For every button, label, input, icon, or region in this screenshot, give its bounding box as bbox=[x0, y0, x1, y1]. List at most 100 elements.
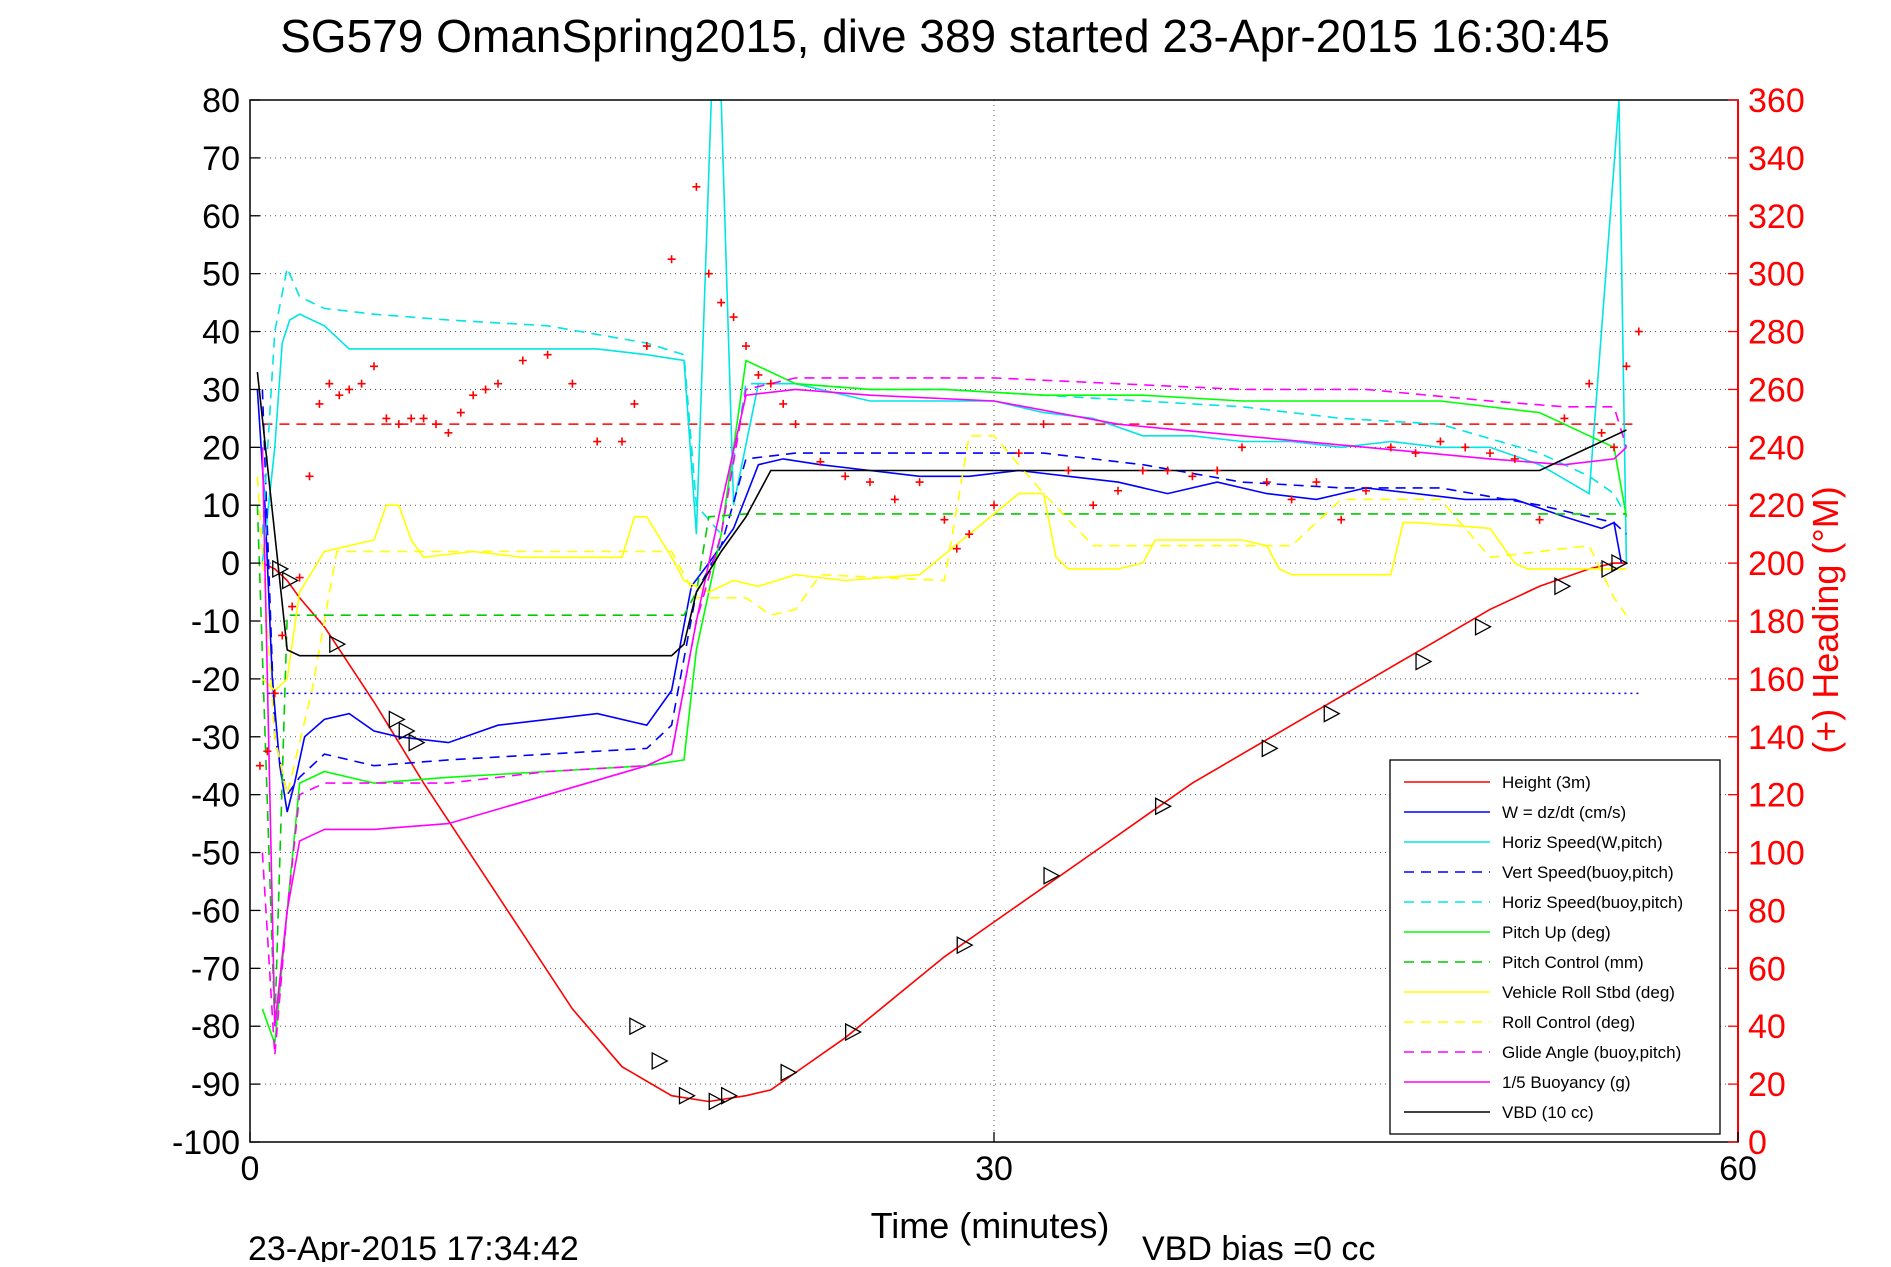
y-tick-label-left: 10 bbox=[202, 487, 240, 525]
heading-marker bbox=[432, 420, 440, 429]
y-tick-label-left: 60 bbox=[202, 198, 240, 236]
heading-marker bbox=[1510, 454, 1519, 463]
y-tick-label-right: 280 bbox=[1748, 314, 1805, 352]
heading-marker bbox=[965, 530, 974, 539]
heading-marker bbox=[370, 362, 378, 371]
heading-marker bbox=[469, 391, 478, 400]
heading-marker bbox=[1535, 515, 1544, 524]
heading-marker bbox=[952, 544, 961, 553]
legend-box bbox=[1389, 759, 1721, 1135]
depth-marker bbox=[1474, 617, 1492, 636]
heading-marker bbox=[1585, 379, 1594, 388]
depth-marker bbox=[408, 733, 426, 752]
series-line-pitch-up-deg bbox=[261, 359, 1628, 1044]
y-tick-label-right: 100 bbox=[1748, 835, 1805, 873]
heading-marker bbox=[335, 391, 344, 400]
depth-marker bbox=[780, 1063, 798, 1082]
depth-marker bbox=[1043, 866, 1061, 885]
legend-label: W = dz/dt (cm/s) bbox=[1502, 803, 1626, 822]
heading-marker bbox=[1436, 437, 1445, 446]
legend-label: Pitch Up (deg) bbox=[1502, 923, 1611, 942]
heading-marker bbox=[618, 437, 626, 446]
heading-marker bbox=[1188, 472, 1197, 481]
depth-marker bbox=[1323, 704, 1341, 723]
x-axis-label: Time (minutes) bbox=[871, 1205, 1110, 1246]
legend-label: Pitch Control (mm) bbox=[1502, 953, 1644, 972]
y-tick-label-left: -70 bbox=[191, 950, 240, 988]
heading-marker bbox=[766, 379, 775, 388]
heading-marker bbox=[779, 399, 788, 408]
heading-marker bbox=[1213, 466, 1222, 475]
y-tick-label-right: 240 bbox=[1748, 429, 1805, 467]
legend-label: Roll Control (deg) bbox=[1502, 1013, 1635, 1032]
y-tick-label-left: -30 bbox=[191, 719, 240, 757]
depth-marker bbox=[678, 1086, 696, 1105]
heading-marker bbox=[1386, 443, 1395, 452]
series-layer bbox=[256, 99, 1639, 1103]
depth-marker bbox=[388, 710, 406, 729]
depth-marker bbox=[720, 1086, 739, 1105]
heading-marker bbox=[1411, 449, 1420, 458]
y-tick-label-left: 70 bbox=[202, 140, 240, 178]
depth-marker bbox=[272, 559, 290, 578]
heading-marker bbox=[1287, 495, 1296, 504]
y-tick-label-right: 140 bbox=[1748, 719, 1805, 757]
legend-label: Horiz Speed(W,pitch) bbox=[1502, 833, 1663, 852]
heading-marker bbox=[1622, 362, 1631, 371]
legend-label: VBD (10 cc) bbox=[1502, 1103, 1594, 1122]
heading-marker bbox=[481, 385, 490, 394]
heading-marker bbox=[1312, 478, 1321, 487]
y-tick-label-left: 20 bbox=[202, 429, 240, 467]
depth-marker bbox=[329, 635, 347, 654]
heading-marker bbox=[270, 689, 279, 698]
heading-marker bbox=[325, 379, 334, 388]
y-tick-label-left: 40 bbox=[202, 314, 240, 352]
heading-marker bbox=[444, 428, 453, 437]
heading-marker bbox=[305, 472, 314, 481]
heading-marker bbox=[543, 350, 552, 359]
legend-label: 1/5 Buoyancy (g) bbox=[1502, 1073, 1631, 1092]
heading-marker bbox=[667, 255, 676, 264]
series-line-vbd-10-cc bbox=[256, 372, 1627, 657]
depth-marker bbox=[1611, 554, 1629, 573]
depth-marker bbox=[398, 721, 416, 741]
series-line-w-dz-dt-cm-s bbox=[256, 389, 1623, 813]
y-tick-label-left: 50 bbox=[202, 256, 240, 294]
y-tick-label-right: 220 bbox=[1748, 487, 1805, 525]
y-tick-label-right: 120 bbox=[1748, 777, 1805, 815]
footer-vbd-bias: VBD bias =0 cc bbox=[1142, 1230, 1375, 1262]
depth-marker bbox=[1554, 577, 1572, 596]
heading-marker bbox=[1138, 466, 1147, 475]
heading-marker bbox=[742, 342, 750, 351]
depth-marker bbox=[1154, 797, 1173, 816]
y-tick-label-right: 80 bbox=[1748, 892, 1786, 930]
heading-marker bbox=[1461, 443, 1470, 452]
heading-marker bbox=[1262, 478, 1271, 487]
heading-marker bbox=[1560, 414, 1569, 423]
y-tick-label-right: 160 bbox=[1748, 661, 1805, 699]
depth-marker bbox=[1601, 559, 1619, 578]
depth-marker bbox=[956, 936, 974, 955]
y-tick-label-left: -90 bbox=[191, 1066, 240, 1104]
heading-marker bbox=[1610, 443, 1618, 452]
y-tick-label-left: -80 bbox=[191, 1008, 240, 1046]
heading-marker bbox=[890, 495, 899, 504]
legend-label: Horiz Speed(buoy,pitch) bbox=[1502, 893, 1683, 912]
heading-marker bbox=[990, 501, 998, 510]
chart-title: SG579 OmanSpring2015, dive 389 started 2… bbox=[280, 10, 1610, 62]
series-line-vehicle-roll-stbd-deg bbox=[261, 492, 1627, 692]
depth-marker bbox=[282, 571, 300, 590]
heading-marker bbox=[593, 437, 602, 446]
heading-marker bbox=[518, 356, 527, 365]
depth-marker bbox=[708, 1092, 726, 1111]
y-tick-label-left: 30 bbox=[202, 371, 240, 409]
y-tick-label-right: 180 bbox=[1748, 603, 1805, 641]
series-line-glide-angle-buoy-pitch bbox=[261, 377, 1628, 1056]
y-tick-label-right: 260 bbox=[1748, 371, 1805, 409]
heading-marker bbox=[288, 602, 297, 611]
right-axis-label: (+) Heading (°M) bbox=[1805, 486, 1846, 753]
heading-marker bbox=[1337, 515, 1346, 524]
heading-marker bbox=[704, 269, 713, 278]
legend-label: Glide Angle (buoy,pitch) bbox=[1502, 1043, 1681, 1062]
y-tick-label-right: 320 bbox=[1748, 198, 1805, 236]
